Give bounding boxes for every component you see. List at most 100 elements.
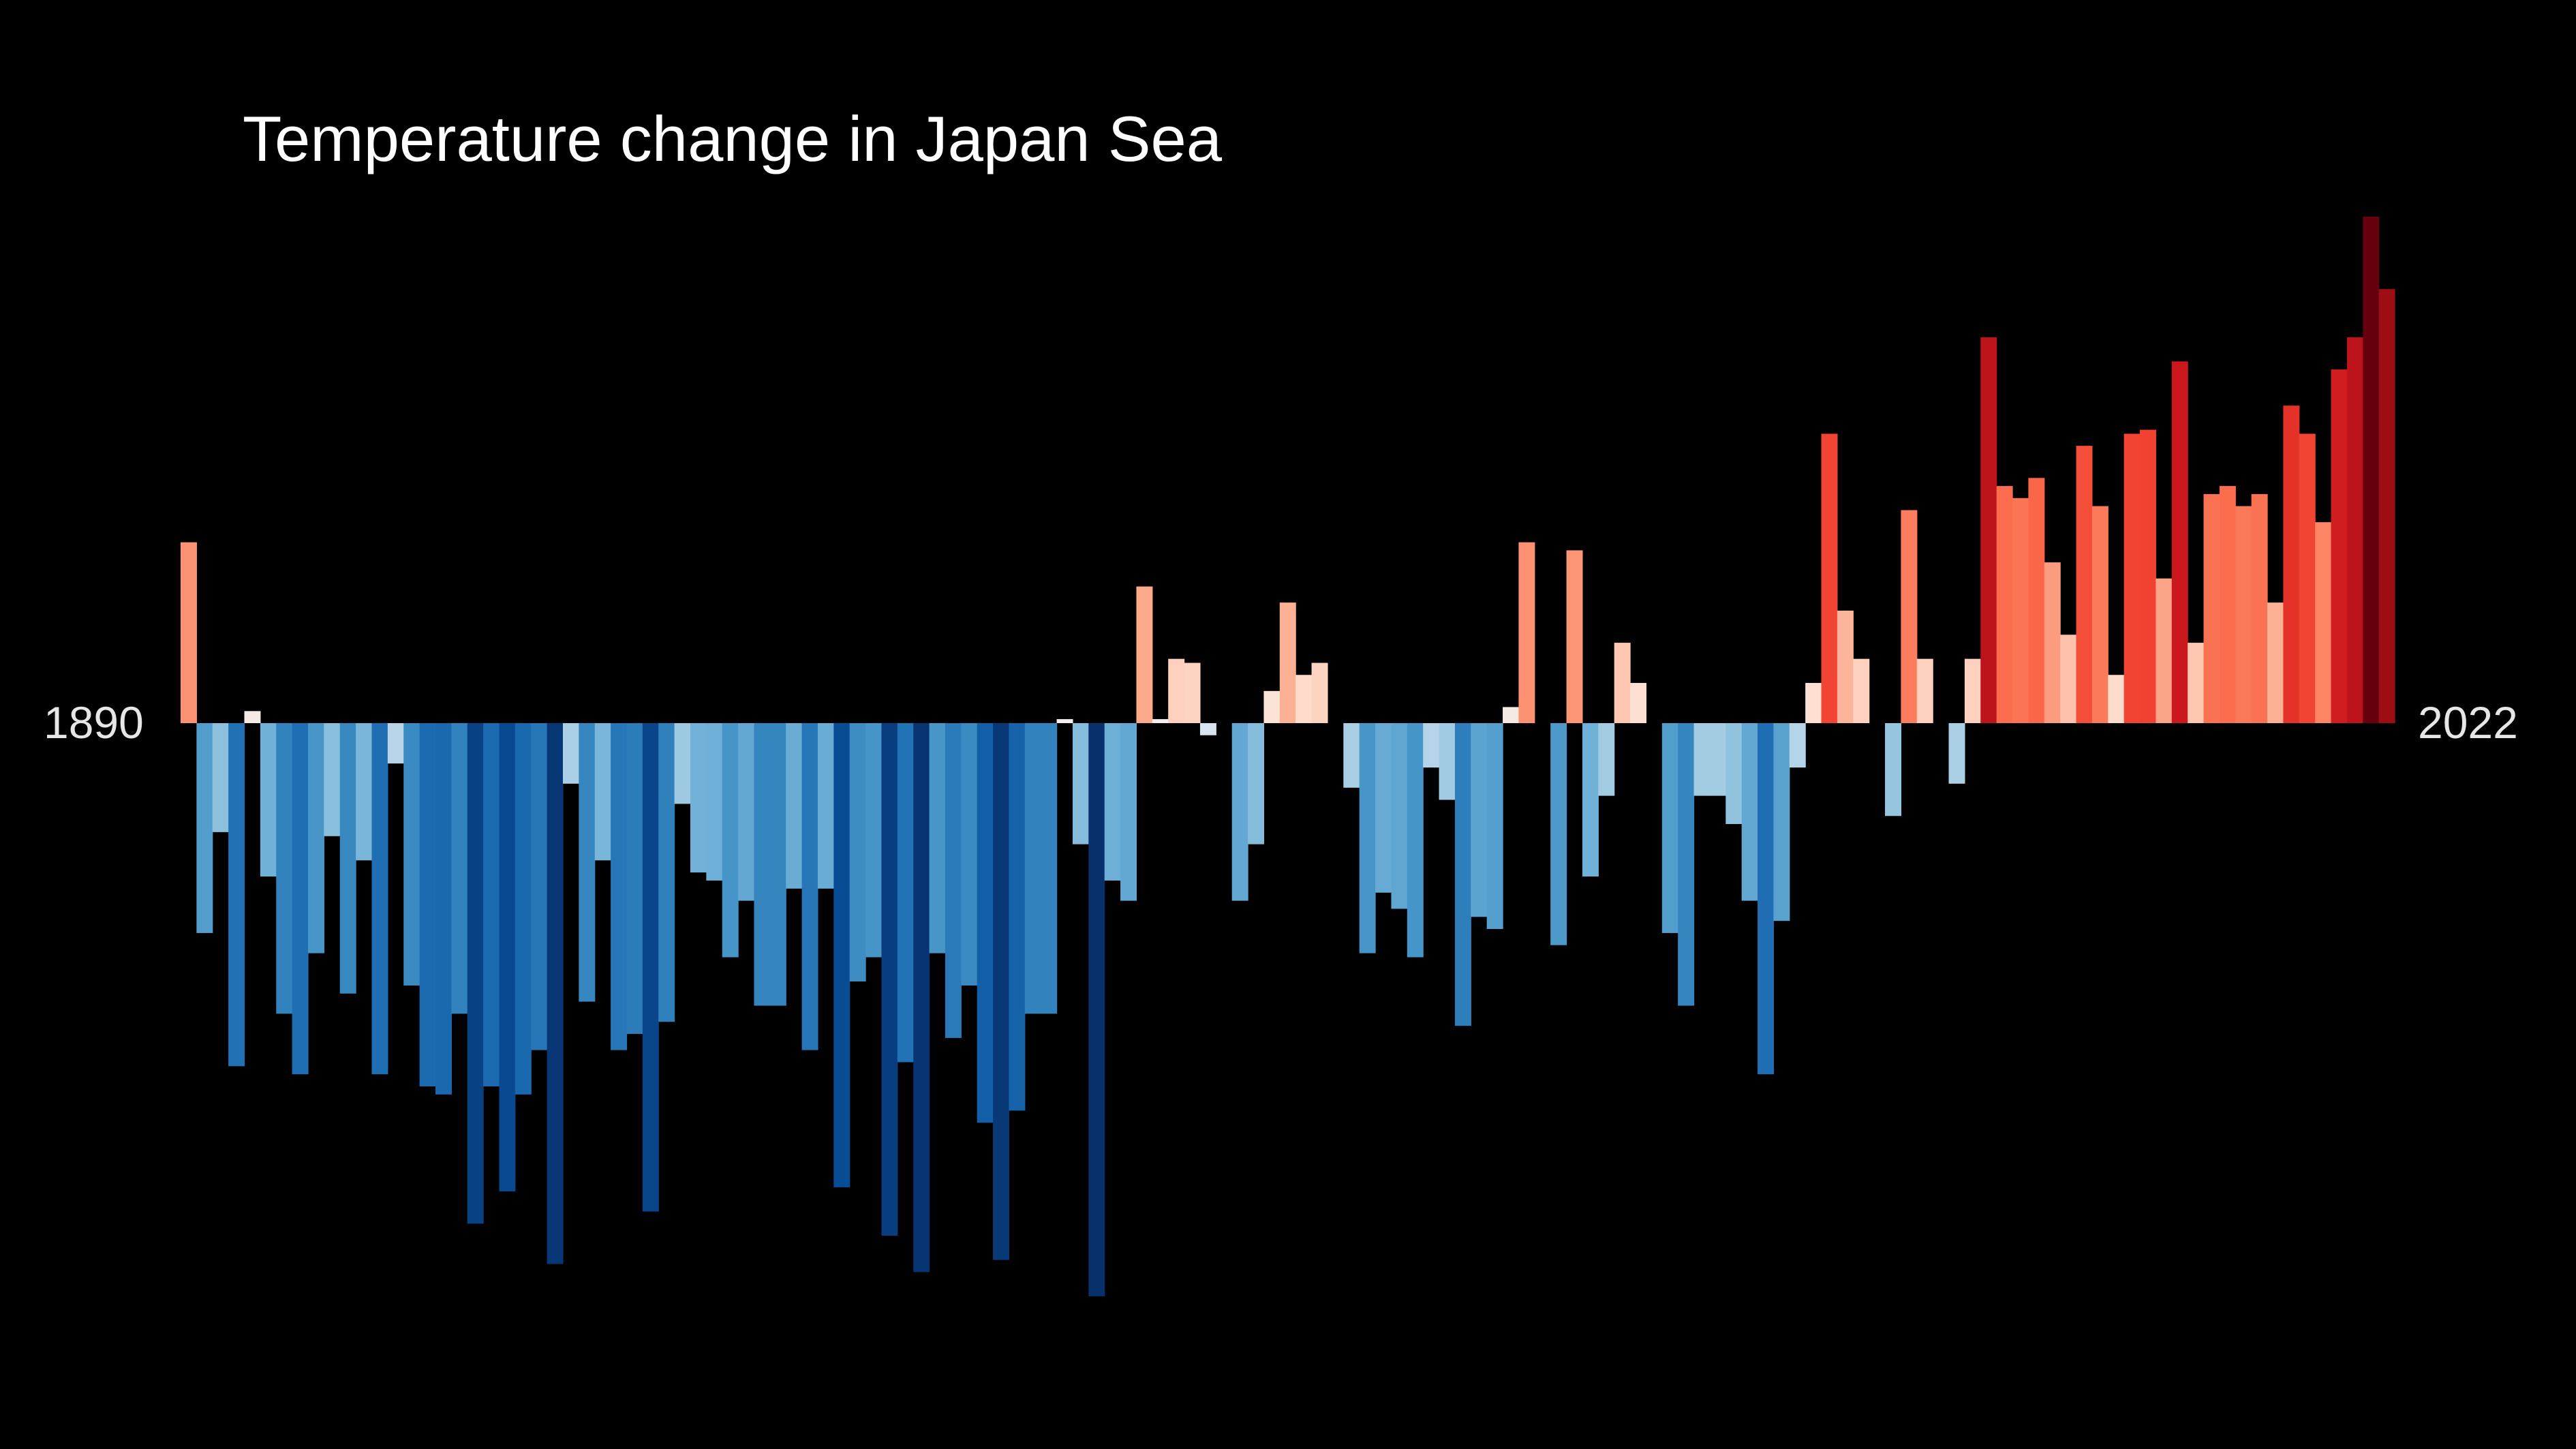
- bar-1954: [1199, 723, 1216, 735]
- bar-2001: [1948, 723, 1965, 784]
- bar-1899: [324, 723, 341, 836]
- bar-1918: [626, 723, 643, 1034]
- bar-2027: [2363, 217, 2380, 723]
- bar-1930: [817, 723, 834, 889]
- bar-1936: [913, 723, 930, 1272]
- bar-1988: [1741, 723, 1758, 901]
- bar-1909: [483, 723, 500, 1086]
- bar-1898: [307, 723, 324, 954]
- bar-1927: [769, 723, 786, 1006]
- bar-1928: [786, 723, 803, 889]
- bar-1974: [1518, 542, 1535, 723]
- bar-1910: [499, 723, 516, 1191]
- bar-2004: [1996, 486, 2013, 723]
- bar-1993: [1821, 433, 1838, 723]
- bar-1947: [1088, 723, 1105, 1296]
- bar-1984: [1678, 723, 1695, 1006]
- bar-1949: [1120, 723, 1137, 901]
- bar-1941: [993, 723, 1010, 1260]
- bar-1932: [849, 723, 866, 982]
- bar-2002: [1964, 658, 1981, 723]
- bar-1946: [1072, 723, 1089, 844]
- bar-1913: [547, 723, 564, 1264]
- bar-1978: [1582, 723, 1599, 877]
- bar-1903: [387, 723, 404, 764]
- bar-1924: [722, 723, 739, 958]
- bar-1915: [579, 723, 596, 1002]
- bar-1907: [451, 723, 468, 1014]
- bar-1960: [1295, 675, 1313, 723]
- bar-1893: [228, 723, 245, 1067]
- bar-1911: [515, 723, 532, 1095]
- bar-2014: [2156, 578, 2173, 723]
- bar-1951: [1152, 719, 1169, 723]
- bar-1919: [642, 723, 659, 1212]
- bar-1920: [658, 723, 675, 1022]
- bar-1983: [1661, 723, 1678, 933]
- bar-1968: [1423, 723, 1440, 768]
- bar-1897: [292, 723, 309, 1075]
- bar-1959: [1279, 603, 1296, 723]
- bar-1896: [276, 723, 293, 1014]
- bar-1971: [1471, 723, 1488, 917]
- bar-1945: [1056, 719, 1073, 723]
- bar-1917: [611, 723, 628, 1050]
- bar-1952: [1168, 658, 1185, 723]
- bar-1933: [865, 723, 883, 958]
- bar-1895: [260, 723, 277, 877]
- bar-1940: [977, 723, 994, 1123]
- bar-1906: [435, 723, 452, 1095]
- bar-2012: [2123, 433, 2141, 723]
- bar-1892: [212, 723, 229, 832]
- bar-1956: [1231, 723, 1248, 901]
- bar-2011: [2108, 675, 2125, 723]
- bar-1939: [961, 723, 978, 986]
- bar-1990: [1773, 723, 1790, 921]
- bar-2015: [2171, 361, 2188, 723]
- bar-2021: [2267, 603, 2284, 723]
- bar-1964: [1359, 723, 1376, 954]
- bar-2006: [2028, 478, 2045, 723]
- bar-1977: [1566, 550, 1583, 723]
- bar-1900: [339, 723, 356, 994]
- bar-1987: [1726, 723, 1743, 825]
- bar-2023: [2299, 433, 2316, 723]
- bar-1914: [562, 723, 579, 784]
- bar-1981: [1630, 683, 1647, 723]
- bar-1985: [1693, 723, 1711, 796]
- bar-2024: [2315, 522, 2332, 723]
- bar-1926: [754, 723, 771, 1006]
- bar-1944: [1041, 723, 1058, 1014]
- bar-1997: [1885, 723, 1901, 817]
- bar-1923: [706, 723, 723, 881]
- bar-1965: [1375, 723, 1392, 893]
- bar-1902: [371, 723, 388, 1075]
- bar-1966: [1391, 723, 1408, 909]
- bar-1937: [929, 723, 946, 954]
- bar-2019: [2235, 506, 2252, 723]
- bar-1943: [1024, 723, 1041, 1014]
- bar-1991: [1789, 723, 1806, 768]
- bar-2017: [2203, 493, 2220, 723]
- bar-2013: [2140, 429, 2156, 723]
- bar-1980: [1614, 643, 1631, 723]
- bar-1998: [1901, 510, 1918, 723]
- bar-1890: [181, 542, 197, 723]
- bar-1948: [1104, 723, 1121, 881]
- bar-1912: [531, 723, 548, 1050]
- bar-2009: [2076, 446, 2093, 723]
- bar-1957: [1248, 723, 1265, 844]
- bar-1916: [594, 723, 611, 861]
- bar-2007: [2044, 562, 2061, 723]
- bar-1922: [690, 723, 707, 873]
- bar-1972: [1486, 723, 1503, 930]
- start-year-label: 1890: [44, 697, 144, 748]
- bar-2020: [2251, 493, 2268, 723]
- bar-1908: [467, 723, 484, 1224]
- bar-1905: [419, 723, 436, 1086]
- bar-1938: [945, 723, 962, 1038]
- bar-1958: [1263, 690, 1281, 723]
- bar-1935: [897, 723, 914, 1063]
